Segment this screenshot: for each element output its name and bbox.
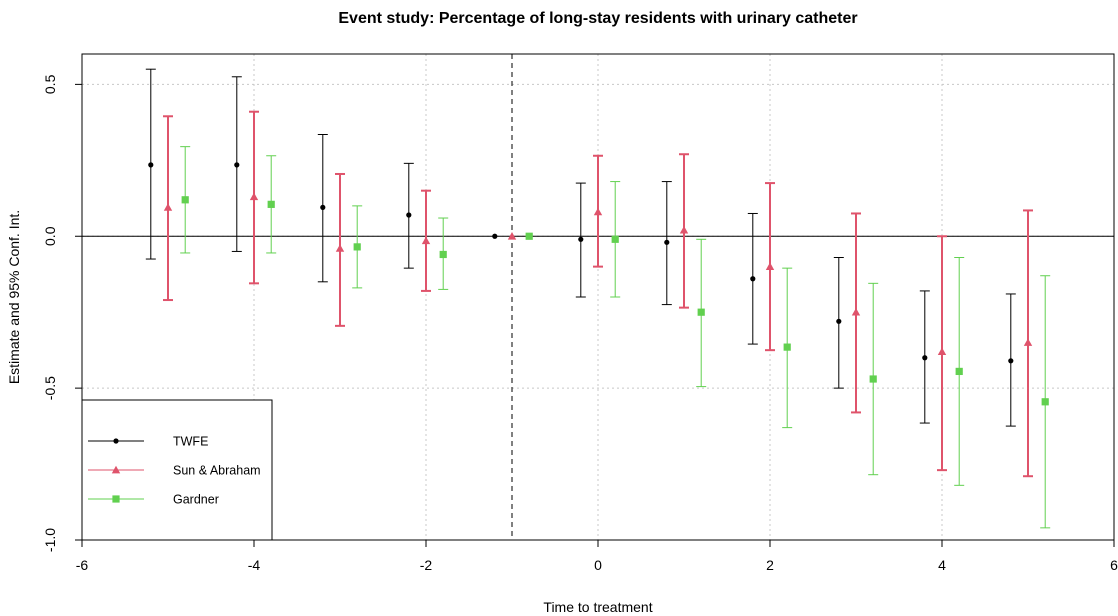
point-0-6	[664, 239, 670, 245]
y-tick-label-0: -1.0	[42, 528, 58, 552]
point-1-7	[765, 262, 775, 270]
x-tick-label-3: 0	[594, 557, 602, 573]
point-0-9	[922, 355, 928, 361]
x-tick-label-1: -4	[248, 557, 261, 573]
point-1-4	[507, 232, 517, 240]
point-0-3	[406, 212, 412, 218]
point-1-10	[1023, 338, 1033, 346]
x-tick-label-6: 6	[1110, 557, 1118, 573]
y-tick-label-3: 0.5	[42, 74, 58, 94]
x-axis: -6 -4 -2 0 2 4 6	[76, 540, 1118, 573]
legend: TWFE Sun & Abraham Gardner	[81, 399, 273, 541]
point-2-6	[697, 308, 705, 316]
legend-marker-1	[111, 465, 121, 474]
x-tick-label-4: 2	[766, 557, 774, 573]
x-tick-label-0: -6	[76, 557, 89, 573]
y-axis-label: Estimate and 95% Conf. Int.	[6, 210, 22, 384]
point-0-7	[750, 276, 756, 282]
point-1-5	[593, 207, 603, 216]
point-1-9	[937, 347, 947, 356]
x-axis-label: Time to treatment	[543, 599, 652, 615]
point-1-0	[163, 203, 173, 211]
point-2-3	[439, 250, 447, 259]
x-tick-label-2: -2	[420, 557, 433, 573]
point-1-6	[679, 225, 689, 234]
legend-marker-0	[113, 438, 119, 444]
point-2-9	[955, 367, 963, 376]
y-tick-label-1: -0.5	[42, 376, 58, 400]
point-2-5	[611, 235, 619, 243]
x-tick-label-5: 4	[938, 557, 946, 573]
point-0-10	[1008, 358, 1014, 364]
point-1-2	[335, 244, 345, 252]
point-2-1	[267, 200, 275, 208]
series-layer	[145, 68, 1051, 529]
y-tick-label-2: 0.0	[42, 226, 58, 246]
point-0-8	[836, 318, 842, 324]
point-1-3	[421, 236, 431, 245]
point-2-4	[525, 232, 533, 240]
legend-label-0: TWFE	[173, 435, 208, 449]
point-1-8	[851, 307, 861, 316]
point-2-8	[869, 375, 877, 383]
point-2-7	[783, 343, 791, 351]
point-2-0	[181, 196, 189, 204]
point-2-2	[353, 243, 361, 251]
point-2-10	[1041, 398, 1049, 406]
legend-marker-2	[112, 495, 120, 503]
point-0-1	[234, 162, 240, 168]
point-0-0	[148, 162, 154, 168]
chart-title: Event study: Percentage of long-stay res…	[338, 10, 857, 27]
point-0-2	[320, 204, 326, 210]
series-0	[145, 68, 1016, 427]
series-2	[180, 146, 1051, 529]
point-0-5	[578, 236, 584, 242]
y-axis: -1.0 -0.5 0.0 0.5	[42, 74, 82, 552]
legend-label-2: Gardner	[173, 493, 219, 507]
point-0-4	[492, 233, 498, 239]
series-1	[163, 110, 1033, 478]
legend-label-1: Sun & Abraham	[173, 464, 261, 478]
point-1-1	[249, 192, 259, 201]
